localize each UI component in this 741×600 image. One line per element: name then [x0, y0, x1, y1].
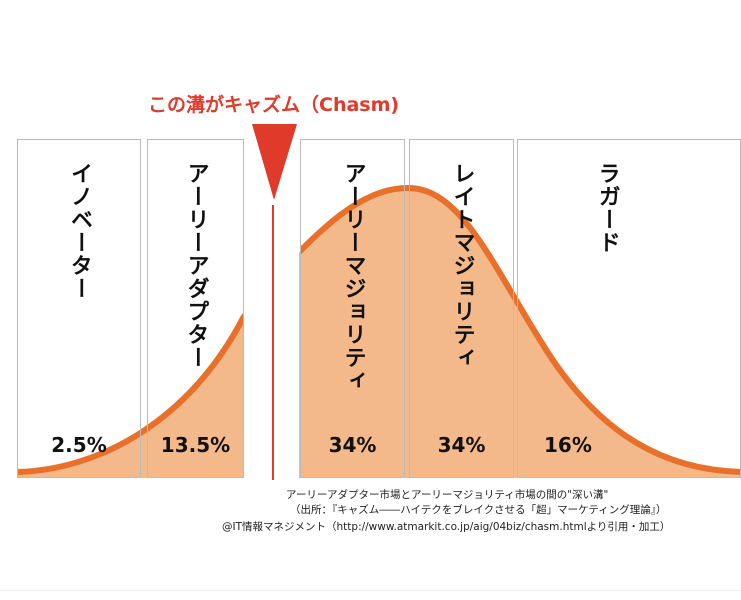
segment-label: アーリーマジョリティ — [340, 162, 366, 392]
segment-percent: 2.5% — [51, 433, 107, 457]
segment-laggards: ラガード 16% — [517, 139, 741, 478]
caption-line3: @IT情報マネジメント（http://www.atmarkit.co.jp/ai… — [222, 521, 671, 533]
chasm-title: この溝がキャズム（Chasm) — [148, 94, 400, 116]
segment-percent: 34% — [437, 433, 486, 457]
segment-percent: 13.5% — [160, 433, 231, 457]
divider — [0, 590, 741, 591]
curve-fill — [17, 188, 741, 478]
segment-label: イノベーター — [67, 162, 92, 300]
segment-label: アーリーアダプター — [183, 162, 209, 369]
caption-line1: アーリーアダプター市場とアーリーマジョリティ市場の間の"深い溝" — [286, 489, 609, 501]
segment-early-majority: アーリーマジョリティ 34% — [300, 139, 405, 478]
segment-percent: 16% — [544, 433, 592, 457]
segment-innovators: イノベーター 2.5% — [17, 139, 141, 478]
caption-line2: （出所：『キャズム――ハイテクをブレイクさせる「超」マーケティング理論』） — [290, 504, 667, 516]
segment-percent: 34% — [328, 433, 377, 457]
segment-late-majority: レイトマジョリティ 34% — [409, 139, 514, 478]
chasm-arrow-icon — [252, 124, 297, 200]
segment-label: レイトマジョリティ — [449, 162, 475, 369]
segment-label: ラガード — [594, 162, 620, 254]
segment-early-adopters: アーリーアダプター 13.5% — [147, 139, 244, 478]
curve-line-right — [300, 184, 741, 475]
